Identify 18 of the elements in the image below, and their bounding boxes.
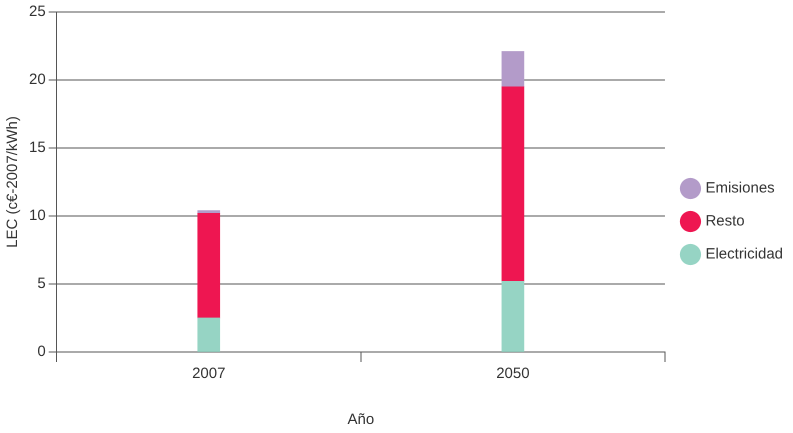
y-tick-label: 0 [37, 343, 46, 360]
y-tick-label: 10 [28, 207, 46, 224]
y-tick-label: 25 [28, 3, 46, 20]
legend-label: Emisiones [705, 180, 775, 197]
legend-label: Electricidad [705, 246, 784, 263]
y-tick-label: 5 [37, 275, 46, 292]
bar [197, 318, 220, 352]
x-axis-title: Año [347, 411, 374, 428]
y-axis-title: LEC (c€-2007/kWh) [4, 116, 22, 248]
y-tick-label: 20 [28, 71, 46, 88]
x-tick-label: 2050 [496, 365, 530, 382]
bar [502, 280, 524, 352]
bar [502, 86, 524, 282]
bar [502, 51, 524, 88]
y-tick-label: 15 [28, 139, 46, 156]
bar [197, 212, 220, 318]
legend-label: Resto [705, 212, 745, 230]
x-tick-label: 2007 [192, 365, 226, 382]
